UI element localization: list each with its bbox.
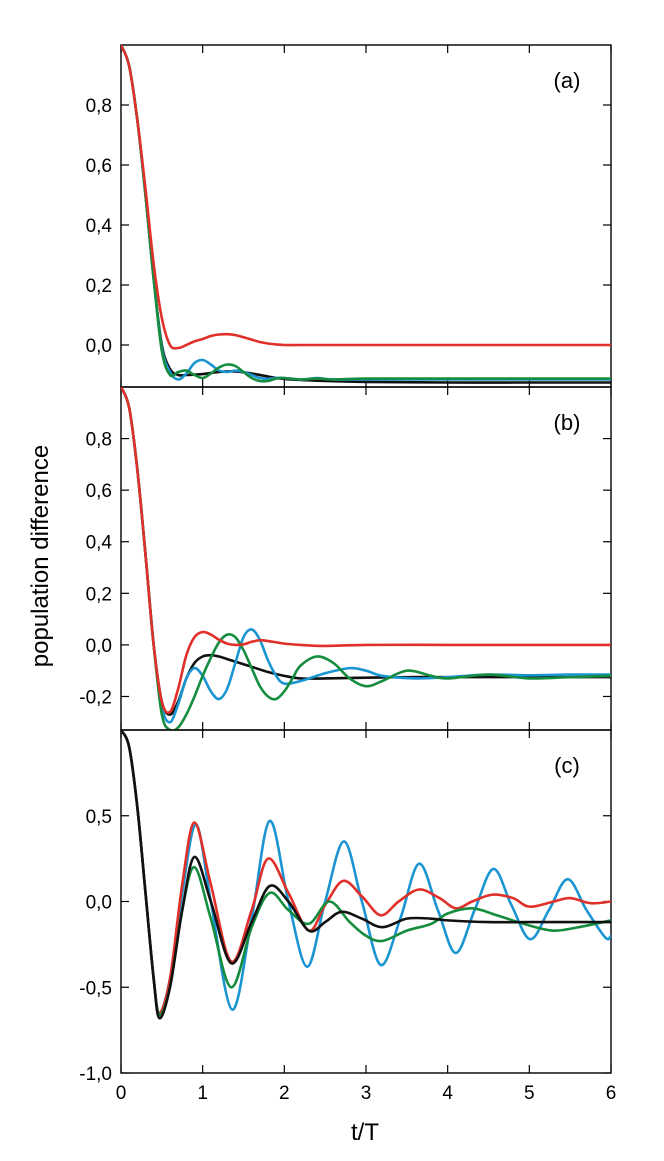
y-tick-label: -0,2 [79, 687, 112, 708]
x-tick-label: 4 [442, 1083, 453, 1104]
y-tick-label: 0,4 [86, 216, 113, 237]
series-line-green [121, 387, 611, 730]
y-tick-label: 0,0 [86, 636, 112, 657]
panel-0: 0,0 0,2 0,4 0,6 0,8 (a) [86, 44, 612, 388]
series-line-black [121, 45, 611, 384]
x-tick-label: 6 [606, 1083, 617, 1104]
panel-label: (b) [554, 410, 581, 435]
series-line-red [121, 45, 611, 350]
series-line-blue [121, 387, 611, 724]
series-group [121, 730, 611, 1020]
panel-frame [120, 44, 612, 388]
y-tick-label: 0,0 [86, 893, 112, 914]
panel-1: -0,2 0,0 0,2 0,4 0,6 0,8 (b) [79, 386, 612, 731]
y-tick-label: 0,0 [86, 336, 112, 357]
series-line-green [121, 730, 611, 1016]
series-group [121, 387, 611, 730]
series-group [121, 45, 611, 384]
y-tick-label: 0,5 [86, 807, 112, 828]
panel-2: -1,0 -0,5 0,0 0,5 0 1 2 3 4 5 6 (c) [79, 729, 617, 1104]
panel-label: (c) [554, 753, 580, 778]
y-tick-label: 0,6 [86, 481, 112, 502]
series-line-blue [121, 730, 611, 1015]
x-tick-label: 2 [279, 1083, 290, 1104]
y-tick-label: 0,6 [86, 156, 112, 177]
panel-label: (a) [554, 68, 581, 93]
x-tick-label: 3 [361, 1083, 372, 1104]
series-line-green [121, 45, 611, 383]
series-line-red [121, 387, 611, 715]
x-tick-label: 1 [197, 1083, 208, 1104]
x-tick-label: 0 [116, 1083, 127, 1104]
y-tick-label: -0,5 [79, 978, 112, 999]
series-line-blue [121, 45, 611, 381]
y-tick-label: 0,2 [86, 276, 112, 297]
y-tick-label: -1,0 [79, 1064, 112, 1085]
series-line-red [121, 730, 611, 1015]
y-tick-label: 0,8 [86, 96, 112, 117]
x-tick-label: 5 [524, 1083, 535, 1104]
y-tick-label: 0,2 [86, 584, 112, 605]
y-axis-title: population difference [27, 445, 54, 667]
x-axis-title: t/T [351, 1119, 379, 1146]
series-line-black [121, 387, 611, 716]
y-tick-label: 0,8 [86, 430, 112, 451]
series-line-black [121, 730, 611, 1020]
panels: 0,0 0,2 0,4 0,6 0,8 (a) -0,2 0,0 0,2 0,4 0,6 0,8 (b)… [79, 44, 617, 1104]
y-tick-label: 0,4 [86, 533, 113, 554]
